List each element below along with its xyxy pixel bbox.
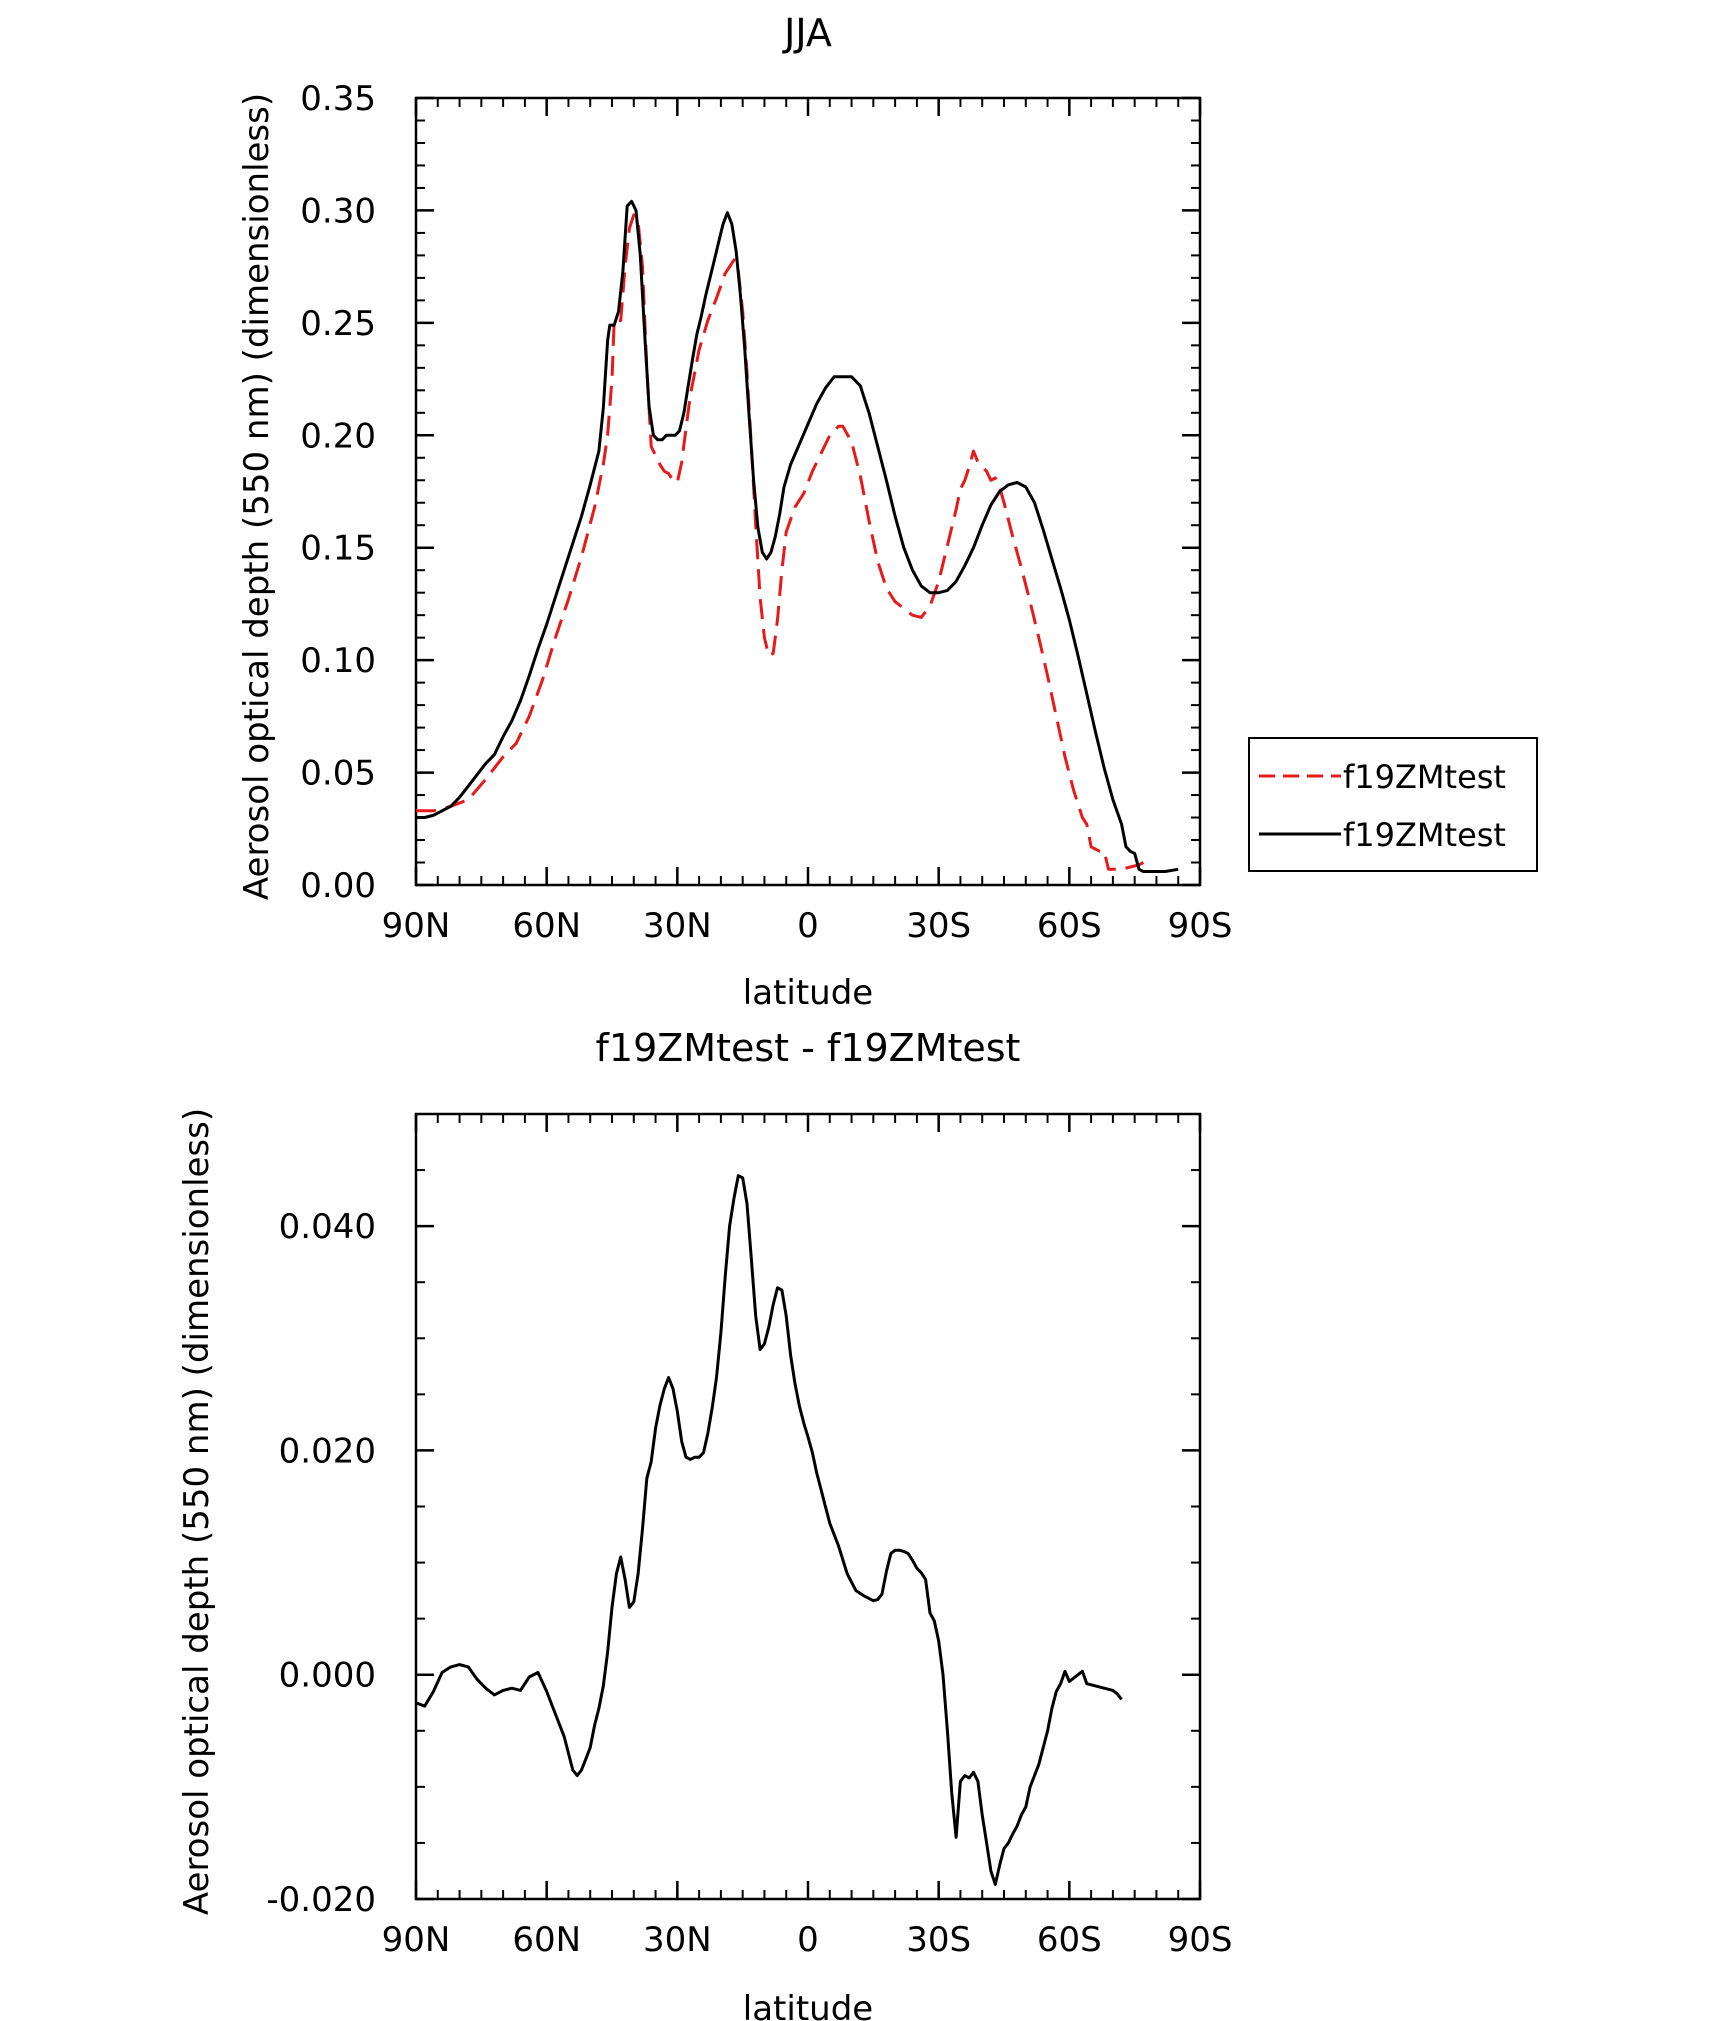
x-tick-label: 0 [797, 1920, 819, 1960]
x-tick-label: 30N [643, 906, 712, 946]
y-tick-label: 0.040 [279, 1207, 376, 1247]
x-tick-label: 90S [1168, 1920, 1233, 1960]
x-axis-label: latitude [743, 1989, 873, 2021]
legend-label-1: f19ZMtest [1343, 816, 1506, 854]
y-tick-label: 0.35 [300, 79, 376, 119]
x-tick-label: 0 [797, 906, 819, 946]
x-tick-label: 90N [382, 1920, 451, 1960]
legend-label-0: f19ZMtest [1343, 758, 1506, 796]
y-tick-label: 0.020 [279, 1431, 376, 1471]
x-tick-label: 30S [906, 906, 971, 946]
x-axis-label: latitude [743, 973, 873, 1013]
y-tick-label: 0.15 [300, 529, 376, 569]
y-tick-label: 0.000 [279, 1656, 376, 1696]
y-tick-label: 0.25 [300, 304, 376, 344]
y-tick-label: 0.05 [300, 754, 376, 794]
y-tick-label: 0.00 [300, 866, 376, 906]
chart-title: f19ZMtest - f19ZMtest [596, 1026, 1021, 1070]
x-tick-label: 60S [1037, 906, 1102, 946]
x-tick-label: 60N [512, 906, 581, 946]
x-tick-label: 30S [906, 1920, 971, 1960]
x-tick-label: 60N [512, 1920, 581, 1960]
legend: f19ZMtest f19ZMtest [1248, 737, 1538, 872]
y-tick-label: 0.30 [300, 191, 376, 231]
x-tick-label: 90N [382, 906, 451, 946]
bottom-panel-difference: 90N 60N 30N 0 30S 60S 90S -0.020 0.000 0.020 0.040… [177, 1026, 1232, 2021]
x-tick-label: 60S [1037, 1920, 1102, 1960]
x-tick-label: 30N [643, 1920, 712, 1960]
series-line-0 [416, 213, 1145, 871]
y-axis-label: Aerosol optical depth (550 nm) (dimensio… [177, 1108, 217, 1915]
top-panel-jja: 90N 60N 30N 0 30S 60S 90S 0.00 0.05 0.10 0.15 0.20 0… [237, 11, 1538, 1013]
y-tick-label: -0.020 [266, 1880, 376, 1920]
legend-box [1248, 737, 1538, 872]
y-tick-label: 0.10 [300, 641, 376, 681]
series-line-0 [415, 1174, 1123, 1886]
y-axis-label: Aerosol optical depth (550 nm) (dimensio… [237, 93, 277, 900]
plot-frame [414, 1112, 1202, 1901]
chart-title: JJA [782, 11, 832, 55]
y-tick-label: 0.20 [300, 416, 376, 456]
series-line-1 [416, 199, 1179, 873]
x-tick-label: 90S [1168, 906, 1233, 946]
plot-frame [414, 96, 1202, 887]
